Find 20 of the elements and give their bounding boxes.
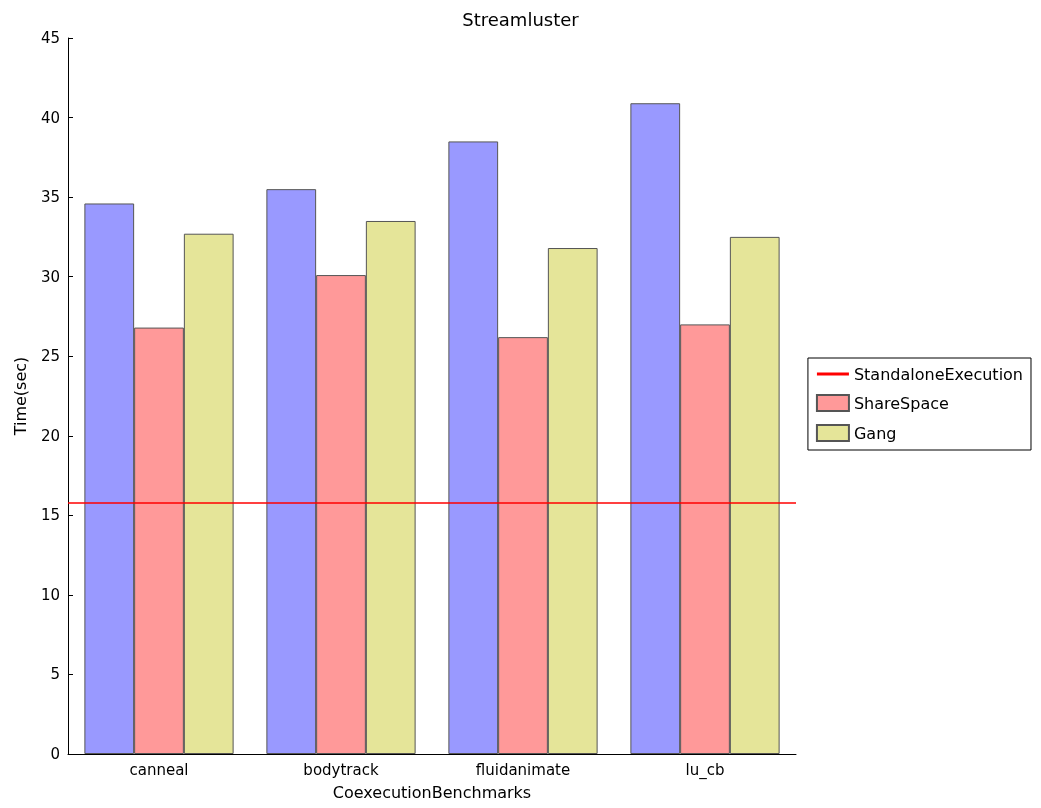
y-tick-label: 10: [40, 585, 60, 604]
y-tick-label: 5: [50, 665, 60, 684]
y-tick-label: 25: [40, 347, 60, 366]
legend-label: ShareSpace: [853, 393, 949, 413]
y-tick-label: 20: [40, 426, 60, 445]
legend-label: StandaloneExecution: [853, 364, 1024, 384]
x-axis-title: CoexecutionBenchmarks: [332, 782, 532, 802]
x-tick-label: lu_cb: [685, 760, 725, 780]
y-tick-label: 35: [40, 188, 60, 207]
x-tick-label: fluidanimate: [475, 760, 571, 779]
legend-label: Gang: [853, 423, 897, 443]
y-tick-label: 30: [40, 267, 60, 286]
y-tick-label: 45: [40, 29, 60, 47]
x-tick-label: bodytrack: [303, 760, 379, 779]
y-tick-label: 15: [40, 506, 60, 525]
y-axis-title: Time(sec): [10, 356, 30, 437]
y-tick-label: 0: [50, 745, 60, 763]
x-tick-label: canneal: [129, 760, 189, 779]
y-tick-label: 40: [40, 108, 60, 127]
chart-title: Streamluster: [462, 8, 580, 30]
